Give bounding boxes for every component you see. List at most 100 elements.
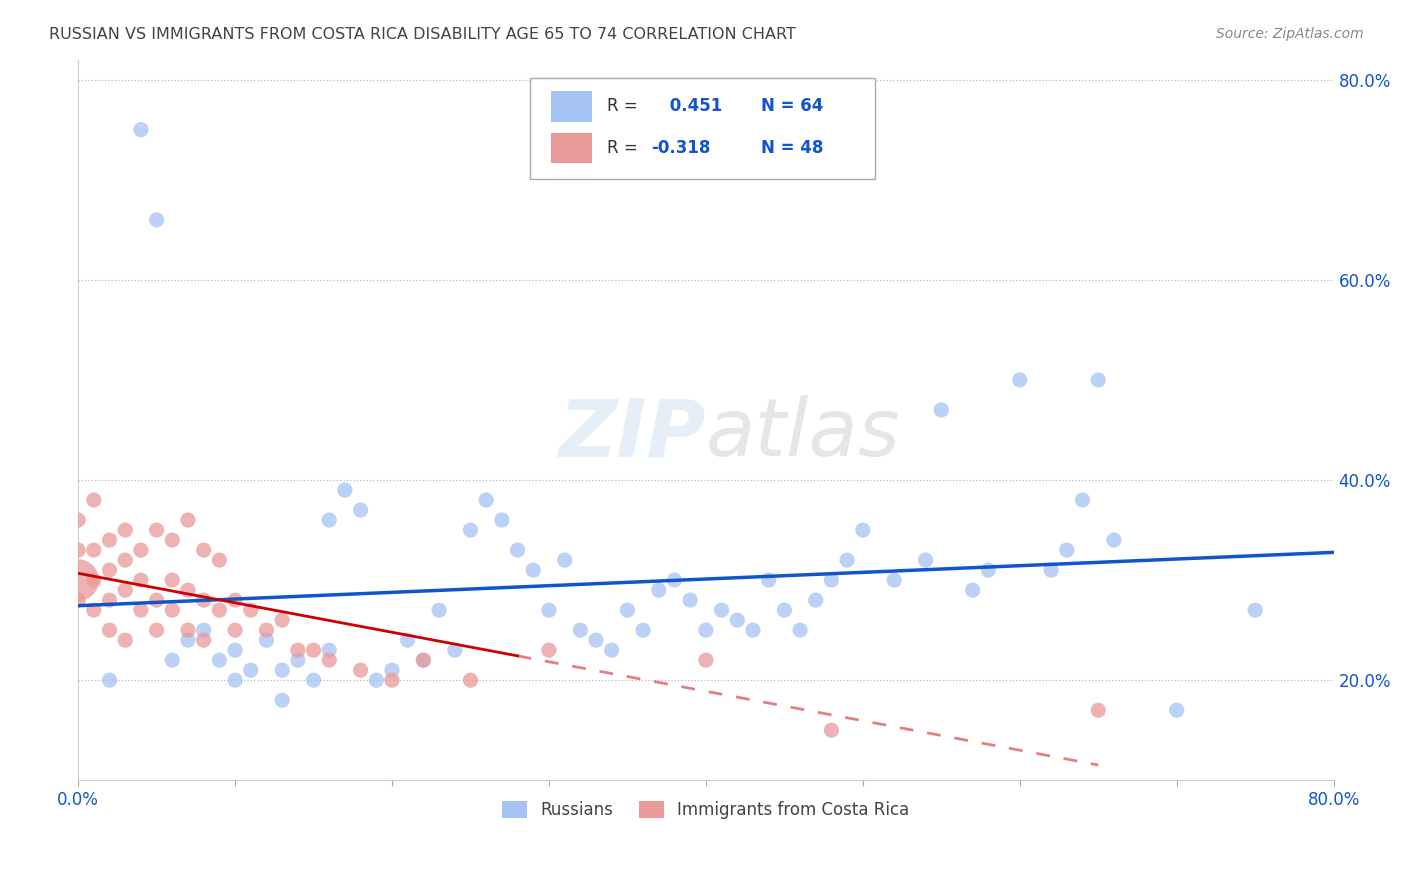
Point: [679, 593, 702, 607]
Point: [256, 623, 278, 637]
Point: [820, 573, 842, 587]
Point: [177, 583, 200, 598]
Point: [758, 573, 780, 587]
Point: [804, 593, 827, 607]
Point: [114, 583, 136, 598]
Point: [129, 603, 152, 617]
Point: [177, 513, 200, 527]
Point: [412, 653, 434, 667]
Point: [725, 613, 748, 627]
Point: [98, 623, 121, 637]
Point: [1102, 533, 1125, 547]
Point: [129, 543, 152, 558]
Point: [177, 633, 200, 648]
Point: [366, 673, 388, 688]
Point: [208, 553, 231, 567]
Point: [302, 673, 325, 688]
Point: [460, 673, 482, 688]
Point: [145, 593, 167, 607]
Point: [585, 633, 607, 648]
Point: [318, 653, 340, 667]
Point: [962, 583, 984, 598]
Point: [318, 513, 340, 527]
Text: N = 48: N = 48: [761, 139, 824, 157]
Point: [506, 543, 529, 558]
Point: [1056, 543, 1078, 558]
Point: [1244, 603, 1267, 617]
Point: [569, 623, 592, 637]
Point: [129, 122, 152, 136]
Point: [193, 623, 215, 637]
Point: [193, 593, 215, 607]
Point: [98, 533, 121, 547]
Text: atlas: atlas: [706, 395, 901, 474]
Point: [695, 623, 717, 637]
Point: [208, 653, 231, 667]
Point: [318, 643, 340, 657]
Point: [710, 603, 733, 617]
Point: [224, 623, 246, 637]
Point: [1087, 703, 1109, 717]
Point: [193, 633, 215, 648]
Point: [271, 613, 294, 627]
Point: [742, 623, 765, 637]
Point: [67, 513, 90, 527]
Point: [193, 543, 215, 558]
Point: [929, 403, 952, 417]
Point: [114, 523, 136, 537]
Point: [600, 643, 623, 657]
FancyBboxPatch shape: [530, 78, 876, 178]
Point: [381, 663, 404, 677]
Point: [554, 553, 576, 567]
Point: [145, 212, 167, 227]
Point: [820, 723, 842, 738]
Point: [349, 503, 371, 517]
Point: [98, 593, 121, 607]
Text: 0.451: 0.451: [665, 97, 723, 115]
Point: [396, 633, 419, 648]
Point: [773, 603, 796, 617]
Point: [114, 633, 136, 648]
Point: [381, 673, 404, 688]
Point: [412, 653, 434, 667]
Point: [302, 643, 325, 657]
Point: [239, 663, 262, 677]
Legend: Russians, Immigrants from Costa Rica: Russians, Immigrants from Costa Rica: [496, 795, 915, 826]
Point: [1087, 373, 1109, 387]
Point: [914, 553, 936, 567]
Point: [98, 673, 121, 688]
Point: [287, 653, 309, 667]
Point: [1071, 493, 1094, 508]
Point: [522, 563, 544, 577]
Point: [789, 623, 811, 637]
Point: [239, 603, 262, 617]
Point: [271, 663, 294, 677]
Point: [129, 573, 152, 587]
Point: [616, 603, 638, 617]
Point: [145, 523, 167, 537]
Text: Source: ZipAtlas.com: Source: ZipAtlas.com: [1216, 27, 1364, 41]
Point: [837, 553, 859, 567]
Text: ZIP: ZIP: [558, 395, 706, 474]
Point: [537, 643, 560, 657]
Point: [67, 573, 90, 587]
Point: [83, 603, 105, 617]
Point: [271, 693, 294, 707]
Point: [83, 573, 105, 587]
Point: [1008, 373, 1031, 387]
Point: [162, 653, 184, 667]
Point: [443, 643, 465, 657]
Point: [349, 663, 371, 677]
Point: [883, 573, 905, 587]
Point: [67, 543, 90, 558]
Point: [208, 603, 231, 617]
FancyBboxPatch shape: [551, 91, 592, 121]
Point: [83, 493, 105, 508]
Text: R =: R =: [607, 139, 637, 157]
Point: [177, 623, 200, 637]
Point: [333, 483, 356, 497]
Text: N = 64: N = 64: [761, 97, 824, 115]
Point: [648, 583, 671, 598]
FancyBboxPatch shape: [551, 133, 592, 163]
Point: [631, 623, 654, 637]
